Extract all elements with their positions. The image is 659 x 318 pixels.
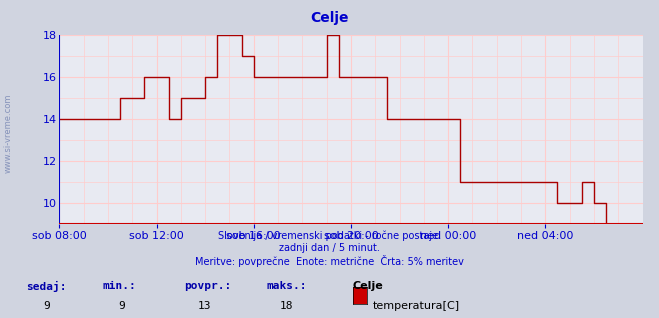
Text: sedaj:: sedaj: — [26, 281, 67, 293]
Text: min.:: min.: — [102, 281, 136, 291]
Text: povpr.:: povpr.: — [185, 281, 232, 291]
Text: Celje: Celje — [353, 281, 384, 291]
Text: Slovenija / vremenski podatki - ročne postaje.: Slovenija / vremenski podatki - ročne po… — [218, 231, 441, 241]
Text: 13: 13 — [198, 301, 211, 310]
Text: 18: 18 — [280, 301, 293, 310]
Text: zadnji dan / 5 minut.: zadnji dan / 5 minut. — [279, 243, 380, 252]
Text: temperatura[C]: temperatura[C] — [372, 301, 459, 310]
Text: maks.:: maks.: — [267, 281, 307, 291]
Text: 9: 9 — [119, 301, 125, 310]
Text: 9: 9 — [43, 301, 49, 310]
Text: Celje: Celje — [310, 11, 349, 25]
Text: www.si-vreme.com: www.si-vreme.com — [4, 94, 13, 173]
Text: Meritve: povprečne  Enote: metrične  Črta: 5% meritev: Meritve: povprečne Enote: metrične Črta:… — [195, 255, 464, 267]
